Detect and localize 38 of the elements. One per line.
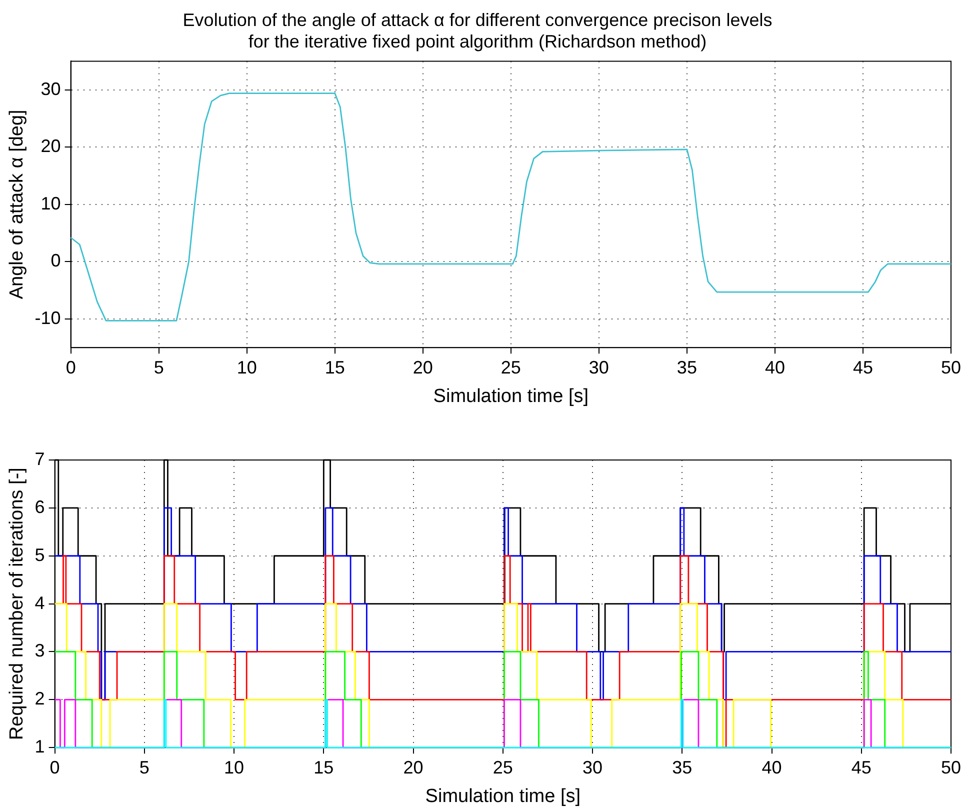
- y-tick-label: 1: [34, 736, 45, 757]
- x-tick-label: 30: [588, 357, 609, 378]
- x-tick-label: 20: [403, 757, 424, 778]
- y-axis-title: Required number of iterations [-]: [6, 468, 28, 740]
- x-tick-label: 5: [139, 757, 150, 778]
- y-tick-label: 0: [50, 250, 61, 271]
- x-tick-label: 0: [66, 357, 76, 378]
- x-tick-label: 15: [314, 757, 334, 778]
- y-tick-label: -10: [34, 308, 61, 328]
- x-axis-title: Simulation time [s]: [433, 386, 589, 407]
- x-tick-label: 25: [500, 357, 521, 378]
- y-tick-label: 10: [40, 193, 61, 214]
- x-tick-label: 20: [412, 357, 433, 378]
- x-tick-label: 45: [852, 357, 873, 378]
- x-tick-label: 40: [764, 357, 785, 378]
- y-tick-label: 3: [34, 640, 45, 661]
- x-tick-label: 50: [940, 757, 962, 778]
- chart-title: Evolution of the angle of attack α for different convergence precison levels for the iterative fixed point algorithm (Richardson method): [182, 10, 772, 52]
- y-axis-title: Angle of attack α [deg]: [6, 110, 28, 300]
- x-tick-label: 5: [154, 357, 164, 378]
- x-tick-label: 30: [582, 757, 603, 778]
- y-tick-label: 20: [40, 136, 61, 156]
- x-tick-label: 50: [940, 357, 962, 378]
- x-tick-label: 45: [851, 757, 872, 778]
- y-tick-label: 30: [40, 78, 61, 99]
- x-tick-label: 10: [224, 757, 244, 778]
- y-tick-label: 2: [34, 688, 45, 709]
- x-tick-label: 35: [676, 357, 697, 378]
- y-tick-label: 4: [34, 592, 45, 613]
- y-tick-label: 7: [34, 448, 45, 469]
- x-tick-label: 25: [492, 757, 513, 778]
- y-tick-label: 5: [34, 544, 45, 565]
- x-tick-label: 40: [762, 757, 782, 778]
- x-tick-label: 35: [672, 757, 692, 778]
- y-tick-label: 6: [34, 496, 45, 517]
- x-tick-label: 10: [236, 357, 257, 378]
- x-tick-label: 15: [324, 357, 345, 378]
- x-axis-title: Simulation time [s]: [425, 786, 581, 807]
